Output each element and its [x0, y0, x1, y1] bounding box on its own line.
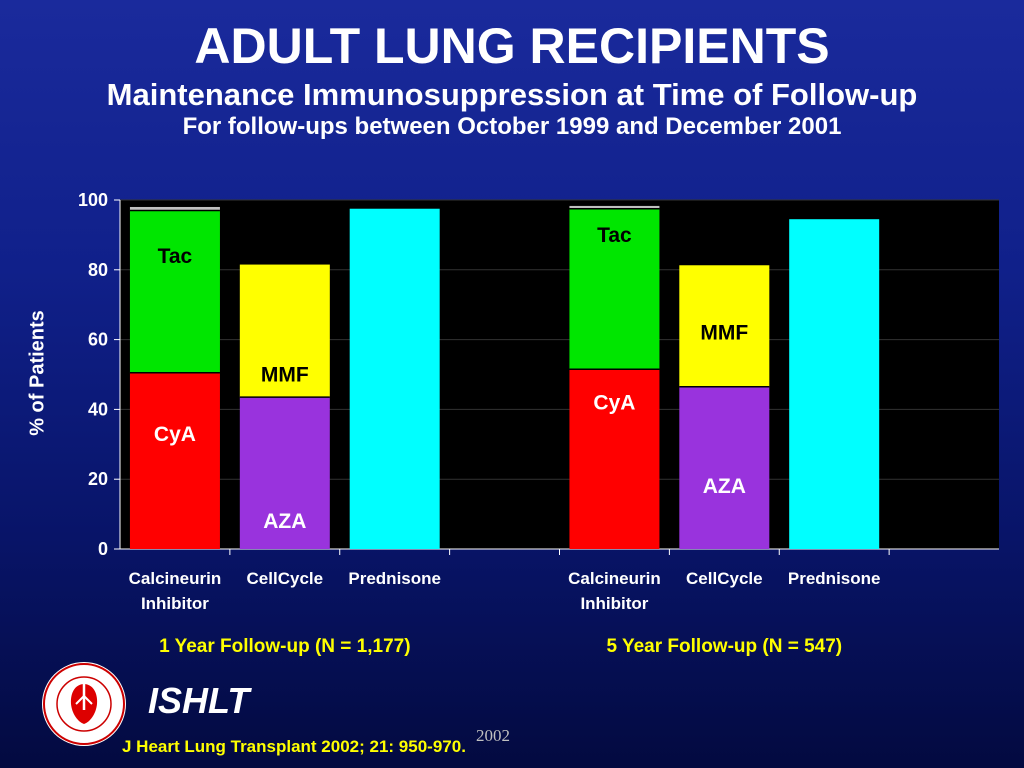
segment-label-tac: Tac — [158, 245, 193, 268]
ishlt-logo-icon — [42, 662, 126, 746]
bar-segment-mmf — [679, 265, 770, 387]
y-axis-label: % of Patients — [26, 310, 49, 436]
y-tick-label: 20 — [88, 469, 108, 489]
x-category-label: Prednisone — [348, 569, 441, 588]
citation: J Heart Lung Transplant 2002; 21: 950-97… — [122, 737, 466, 756]
x-category-label: Inhibitor — [141, 594, 209, 613]
year-stamp: 2002 — [476, 726, 510, 745]
bar-calcineurin-inhibitor — [129, 206, 220, 211]
y-tick-label: 60 — [88, 330, 108, 350]
segment-label-mmf: MMF — [700, 322, 748, 345]
segment-label-aza: AZA — [703, 475, 746, 498]
x-category-label: Prednisone — [788, 569, 881, 588]
x-category-label: Calcineurin — [129, 569, 222, 588]
bar-segment-tac — [569, 208, 660, 370]
group-label-5-year: 5 Year Follow-up (N = 547) — [606, 636, 843, 657]
x-category-label: Inhibitor — [580, 594, 648, 613]
bar-segment-tac — [129, 210, 220, 373]
y-tick-label: 0 — [98, 539, 108, 559]
y-tick-label: 40 — [88, 399, 108, 419]
x-category-label: Calcineurin — [568, 569, 661, 588]
bar-segment-aza — [679, 386, 770, 549]
y-tick-label: 100 — [78, 190, 108, 210]
bar-prednisone — [789, 219, 880, 549]
segment-label-cya: CyA — [593, 391, 635, 414]
x-category-label: CellCycle — [686, 569, 763, 588]
bar-prednisone — [349, 208, 440, 549]
chart-title: ADULT LUNG RECIPIENTS — [194, 18, 830, 74]
segment-label-cya: CyA — [154, 423, 196, 446]
chart-subtitle: Maintenance Immunosuppression at Time of… — [106, 77, 918, 112]
bar-segment-aza — [239, 397, 330, 549]
bar-segment-cya — [569, 369, 660, 549]
bar-segment-mmf — [239, 264, 330, 398]
segment-label-mmf: MMF — [261, 364, 309, 387]
x-category-label: CellCycle — [247, 569, 324, 588]
group-label-1-year: 1 Year Follow-up (N = 1,177) — [159, 636, 411, 657]
organization-name: ISHLT — [148, 680, 250, 721]
segment-label-aza: AZA — [263, 510, 306, 533]
y-tick-label: 80 — [88, 260, 108, 280]
bar-calcineurin-inhibitor — [569, 205, 660, 209]
bar-segment-cya — [129, 372, 220, 549]
segment-label-tac: Tac — [597, 224, 632, 247]
chart-date-range: For follow-ups between October 1999 and … — [182, 113, 842, 140]
